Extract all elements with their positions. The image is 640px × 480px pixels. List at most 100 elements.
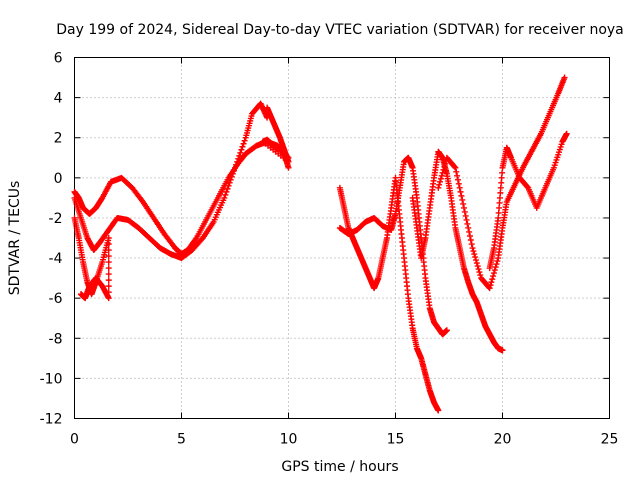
data-point xyxy=(458,192,465,199)
data-point xyxy=(563,130,570,137)
y-tick-label: 2 xyxy=(54,131,63,147)
x-tick-label: 20 xyxy=(494,432,512,448)
data-point xyxy=(495,214,502,221)
series-track-2 xyxy=(71,100,271,262)
data-point xyxy=(437,175,444,182)
data-point xyxy=(498,174,505,181)
data-point xyxy=(493,261,500,268)
data-point xyxy=(238,146,245,153)
x-tick-label: 10 xyxy=(280,432,298,448)
data-point xyxy=(454,176,461,183)
x-tick-label: 25 xyxy=(601,432,619,448)
series-track-7 xyxy=(409,148,506,354)
y-tick-label: -4 xyxy=(49,251,63,267)
y-tick-label: -2 xyxy=(49,211,63,227)
data-point xyxy=(105,241,112,248)
data-point xyxy=(451,163,458,170)
data-point xyxy=(105,259,112,266)
data-point xyxy=(468,241,475,248)
data-point xyxy=(466,232,473,239)
data-point xyxy=(459,196,466,203)
data-point xyxy=(440,166,447,173)
data-point xyxy=(442,160,449,167)
data-point xyxy=(105,283,112,290)
data-point xyxy=(438,172,445,179)
data-point xyxy=(236,152,243,159)
data-point xyxy=(492,264,499,271)
y-tick-label: -10 xyxy=(40,371,63,387)
data-point xyxy=(227,176,234,183)
data-point xyxy=(498,179,505,186)
data-point xyxy=(232,164,238,171)
data-point xyxy=(496,204,503,211)
data-point xyxy=(439,169,446,176)
grid-layer xyxy=(74,57,610,419)
data-point xyxy=(472,254,479,261)
data-point xyxy=(105,253,112,260)
x-axis-label: GPS time / hours xyxy=(281,459,398,475)
data-layer xyxy=(71,74,570,414)
x-tick-label: 15 xyxy=(387,432,405,448)
series-track-4 xyxy=(259,104,292,171)
data-point xyxy=(437,178,444,185)
y-tick-label: 6 xyxy=(54,51,63,67)
data-point xyxy=(491,267,498,274)
data-point xyxy=(472,257,479,264)
data-point xyxy=(494,258,501,265)
data-point xyxy=(487,282,494,289)
data-point xyxy=(234,158,241,165)
data-point xyxy=(229,170,236,177)
data-point xyxy=(441,163,448,170)
data-point xyxy=(221,194,228,201)
data-point xyxy=(495,209,502,216)
data-point xyxy=(470,248,477,255)
data-point xyxy=(233,161,240,168)
data-point xyxy=(224,185,231,192)
data-point xyxy=(477,272,484,279)
data-point xyxy=(239,143,246,150)
data-point xyxy=(225,182,232,189)
series-track-5 xyxy=(336,174,442,414)
data-point xyxy=(105,247,112,254)
series-track-9 xyxy=(486,130,570,272)
data-point xyxy=(105,235,112,241)
data-point xyxy=(465,224,472,231)
data-point xyxy=(241,137,248,144)
data-point xyxy=(105,265,112,272)
data-point xyxy=(452,164,459,171)
plot-frame xyxy=(74,57,610,419)
y-tick-label: 0 xyxy=(54,171,63,187)
data-point xyxy=(228,173,235,180)
data-point xyxy=(467,237,474,244)
data-point xyxy=(222,191,229,198)
data-point xyxy=(192,236,199,243)
data-point xyxy=(486,285,493,292)
y-axis-label: SDTVAR / TECUs xyxy=(7,181,23,296)
data-point xyxy=(435,184,442,191)
x-tick-label: 5 xyxy=(177,432,186,448)
data-point xyxy=(464,220,471,227)
series-track-1 xyxy=(71,138,292,258)
data-point xyxy=(474,263,481,270)
data-point xyxy=(456,184,463,191)
data-point xyxy=(497,184,504,191)
data-point xyxy=(285,164,292,171)
y-tick-label: 4 xyxy=(54,91,63,107)
data-point xyxy=(466,228,473,235)
data-point xyxy=(499,169,506,176)
data-point xyxy=(230,167,237,174)
data-point xyxy=(436,181,443,188)
data-point xyxy=(475,266,482,273)
x-tick-label: 0 xyxy=(70,432,79,448)
data-point xyxy=(240,140,247,147)
data-point xyxy=(455,180,462,187)
data-point xyxy=(489,276,496,283)
data-point xyxy=(460,200,467,207)
data-point xyxy=(473,260,480,267)
data-point xyxy=(524,183,531,190)
data-point xyxy=(453,168,460,175)
data-point xyxy=(490,273,497,280)
data-point xyxy=(77,291,84,298)
data-point xyxy=(497,189,504,196)
